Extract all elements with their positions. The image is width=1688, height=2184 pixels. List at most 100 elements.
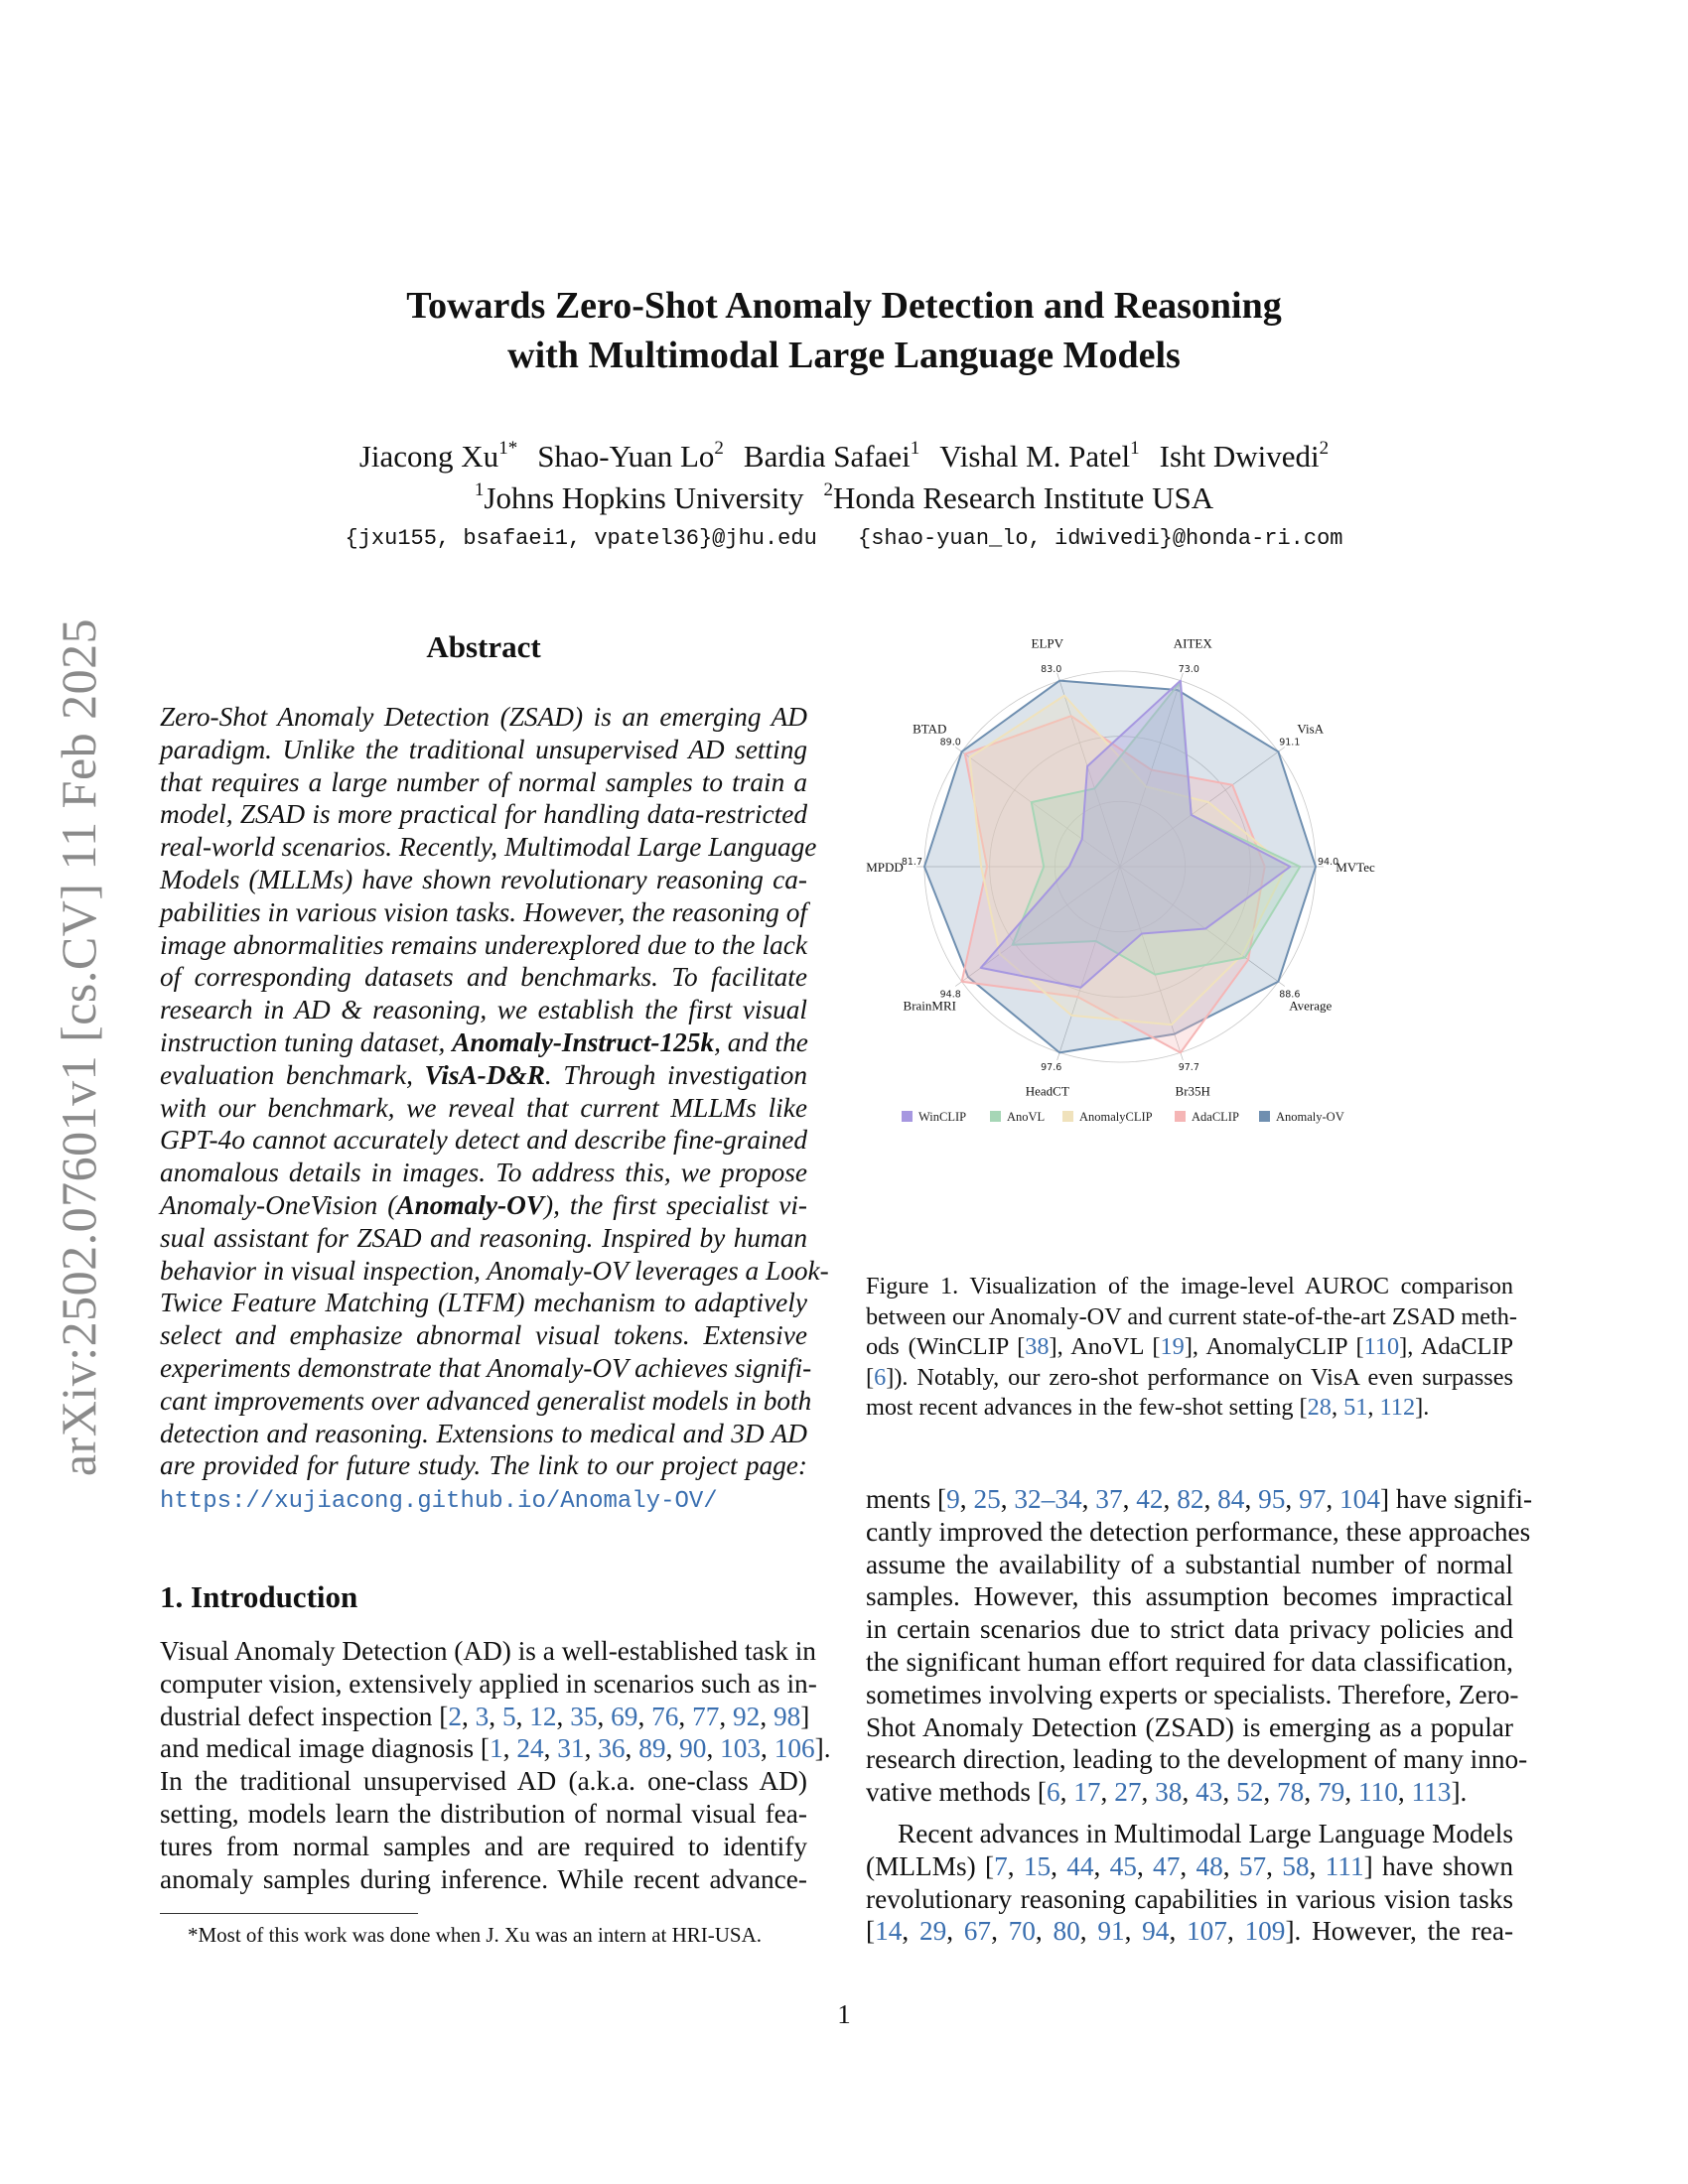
axis-label-btad: BTAD: [913, 722, 946, 737]
email-jhu: {jxu155, bsafaei1, vpatel36}@jhu.edu: [345, 526, 817, 551]
text-line: samples. However, this assumption become…: [866, 1581, 1513, 1612]
right-column-paragraph-2: Recent advances in Multimodal Large Lang…: [866, 1818, 1513, 1948]
text-line: model, ZSAD is more practical for handli…: [160, 799, 807, 830]
citation-link[interactable]: 28: [1307, 1394, 1332, 1421]
paper-title: Towards Zero-Shot Anomaly Detection and …: [0, 281, 1688, 380]
citation-link[interactable]: 31: [557, 1733, 585, 1764]
project-page-link[interactable]: https://xujiacong.github.io/Anomaly-OV/: [160, 1482, 807, 1515]
citation-link[interactable]: 9: [946, 1484, 960, 1514]
citation-link[interactable]: 110: [1363, 1333, 1400, 1360]
citation-link[interactable]: 70: [1008, 1916, 1036, 1947]
citation-link[interactable]: 92: [733, 1701, 761, 1731]
axis-max-label: 91.1: [1279, 738, 1300, 749]
citation-link[interactable]: 107: [1187, 1916, 1227, 1947]
citation-link[interactable]: 52: [1236, 1777, 1264, 1808]
citation-link[interactable]: 57: [1238, 1850, 1267, 1881]
citation-link[interactable]: 27: [1114, 1777, 1142, 1808]
citation-link[interactable]: 35: [570, 1701, 598, 1731]
legend-label-winclip: WinCLIP: [918, 1110, 966, 1124]
axis-label-brainmri: BrainMRI: [904, 998, 956, 1013]
project-url[interactable]: https://xujiacong.github.io/Anomaly-OV/: [160, 1488, 718, 1516]
text-line: assume the availability of a substantial…: [866, 1549, 1513, 1579]
citation-link[interactable]: 44: [1066, 1850, 1094, 1881]
citation-link[interactable]: 43: [1196, 1777, 1223, 1808]
citation-link[interactable]: 36: [598, 1733, 626, 1764]
citation-link[interactable]: 6: [874, 1363, 887, 1391]
citation-link[interactable]: 15: [1023, 1850, 1052, 1881]
citation-link[interactable]: 25: [973, 1484, 1001, 1514]
citation-link[interactable]: 45: [1109, 1850, 1137, 1881]
citation-link[interactable]: 76: [651, 1701, 679, 1731]
citation-link[interactable]: 3: [475, 1701, 490, 1731]
author-affiliation-mark: 1: [910, 438, 920, 459]
introduction-body: Visual Anomaly Detection (AD) is a well-…: [160, 1635, 831, 1895]
citation-link[interactable]: 19: [1160, 1333, 1185, 1360]
author-name: Vishal M. Patel1: [939, 438, 1140, 474]
legend-swatch-anomaly-ov: [1259, 1111, 1270, 1122]
citation-link[interactable]: 67: [963, 1916, 992, 1947]
citation-link[interactable]: 106: [774, 1733, 815, 1764]
citation-link[interactable]: 42: [1136, 1484, 1164, 1514]
citation-link[interactable]: 103: [720, 1733, 762, 1764]
text-line: Figure 1. Visualization of the image-lev…: [866, 1273, 1513, 1299]
citation-link[interactable]: 1: [490, 1733, 503, 1764]
text-line: Models (MLLMs) have shown revolutionary …: [160, 864, 807, 894]
citation-link[interactable]: 17: [1073, 1777, 1101, 1808]
email-list: {jxu155, bsafaei1, vpatel36}@jhu.edu {sh…: [0, 526, 1688, 551]
citation-link[interactable]: 91: [1097, 1916, 1125, 1947]
citation-link[interactable]: 14: [875, 1916, 903, 1947]
footnote-divider: [160, 1913, 418, 1914]
citation-link[interactable]: 94: [1142, 1916, 1170, 1947]
text-line: computer vision, extensively applied in …: [160, 1668, 817, 1699]
legend-label-anovl: AnoVL: [1007, 1110, 1045, 1124]
citation-link[interactable]: 113: [1411, 1777, 1452, 1808]
citation-link[interactable]: 90: [679, 1733, 707, 1764]
citation-link[interactable]: 7: [994, 1850, 1008, 1881]
citation-link[interactable]: 109: [1244, 1916, 1286, 1947]
axis-label-mpdd: MPDD: [866, 860, 904, 875]
citation-link[interactable]: 95: [1258, 1484, 1286, 1514]
citation-link[interactable]: 110: [1357, 1777, 1398, 1808]
citation-link[interactable]: 12: [529, 1701, 557, 1731]
citation-link[interactable]: 58: [1282, 1850, 1310, 1881]
affiliation-mark: 2: [823, 479, 833, 500]
introduction-heading: 1. Introduction: [160, 1579, 358, 1614]
axis-label-visa: VisA: [1297, 722, 1324, 737]
citation-link[interactable]: 78: [1277, 1777, 1305, 1808]
text-line: real-world scenarios. Recently, Multimod…: [160, 832, 817, 863]
citation-link[interactable]: 51: [1343, 1394, 1368, 1421]
citation-link[interactable]: 84: [1217, 1484, 1245, 1514]
citation-link[interactable]: 97: [1299, 1484, 1327, 1514]
citation-link[interactable]: 112: [1379, 1394, 1416, 1421]
citation-link[interactable]: 6: [1046, 1777, 1060, 1808]
text-line: Zero-Shot Anomaly Detection (ZSAD) is an…: [160, 702, 807, 732]
text-line: pabilities in various vision tasks. Howe…: [160, 896, 807, 927]
citation-link[interactable]: 104: [1339, 1484, 1380, 1514]
citation-link[interactable]: 38: [1025, 1333, 1050, 1360]
citation-link[interactable]: 80: [1053, 1916, 1080, 1947]
citation-link[interactable]: 111: [1325, 1850, 1364, 1881]
citation-link[interactable]: 69: [611, 1701, 638, 1731]
text-line: Twice Feature Matching (LTFM) mechanism …: [160, 1288, 807, 1318]
page-number: 1: [837, 1999, 851, 2029]
citation-link[interactable]: 77: [692, 1701, 720, 1731]
citation-link[interactable]: 82: [1177, 1484, 1204, 1514]
citation-link[interactable]: 89: [638, 1733, 666, 1764]
citation-link[interactable]: 38: [1155, 1777, 1183, 1808]
citation-link[interactable]: 29: [918, 1916, 947, 1947]
citation-link[interactable]: 48: [1196, 1850, 1223, 1881]
citation-link[interactable]: 2: [448, 1701, 462, 1731]
author-affiliation-mark: 2: [714, 438, 724, 459]
text-line: between our Anomaly-OV and current state…: [866, 1302, 1518, 1330]
citation-link[interactable]: 24: [516, 1733, 544, 1764]
citation-link[interactable]: 37: [1095, 1484, 1123, 1514]
text-line: vative methods [6, 17, 27, 38, 43, 52, 7…: [866, 1777, 1468, 1808]
citation-link[interactable]: 47: [1153, 1850, 1181, 1881]
author-affiliation-mark: 1: [1130, 438, 1140, 459]
author-affiliation-mark: 1*: [498, 438, 518, 459]
citation-link[interactable]: 32–34: [1014, 1484, 1082, 1514]
citation-link[interactable]: 98: [773, 1701, 801, 1731]
citation-link[interactable]: 5: [501, 1701, 516, 1731]
citation-link[interactable]: 79: [1317, 1777, 1345, 1808]
